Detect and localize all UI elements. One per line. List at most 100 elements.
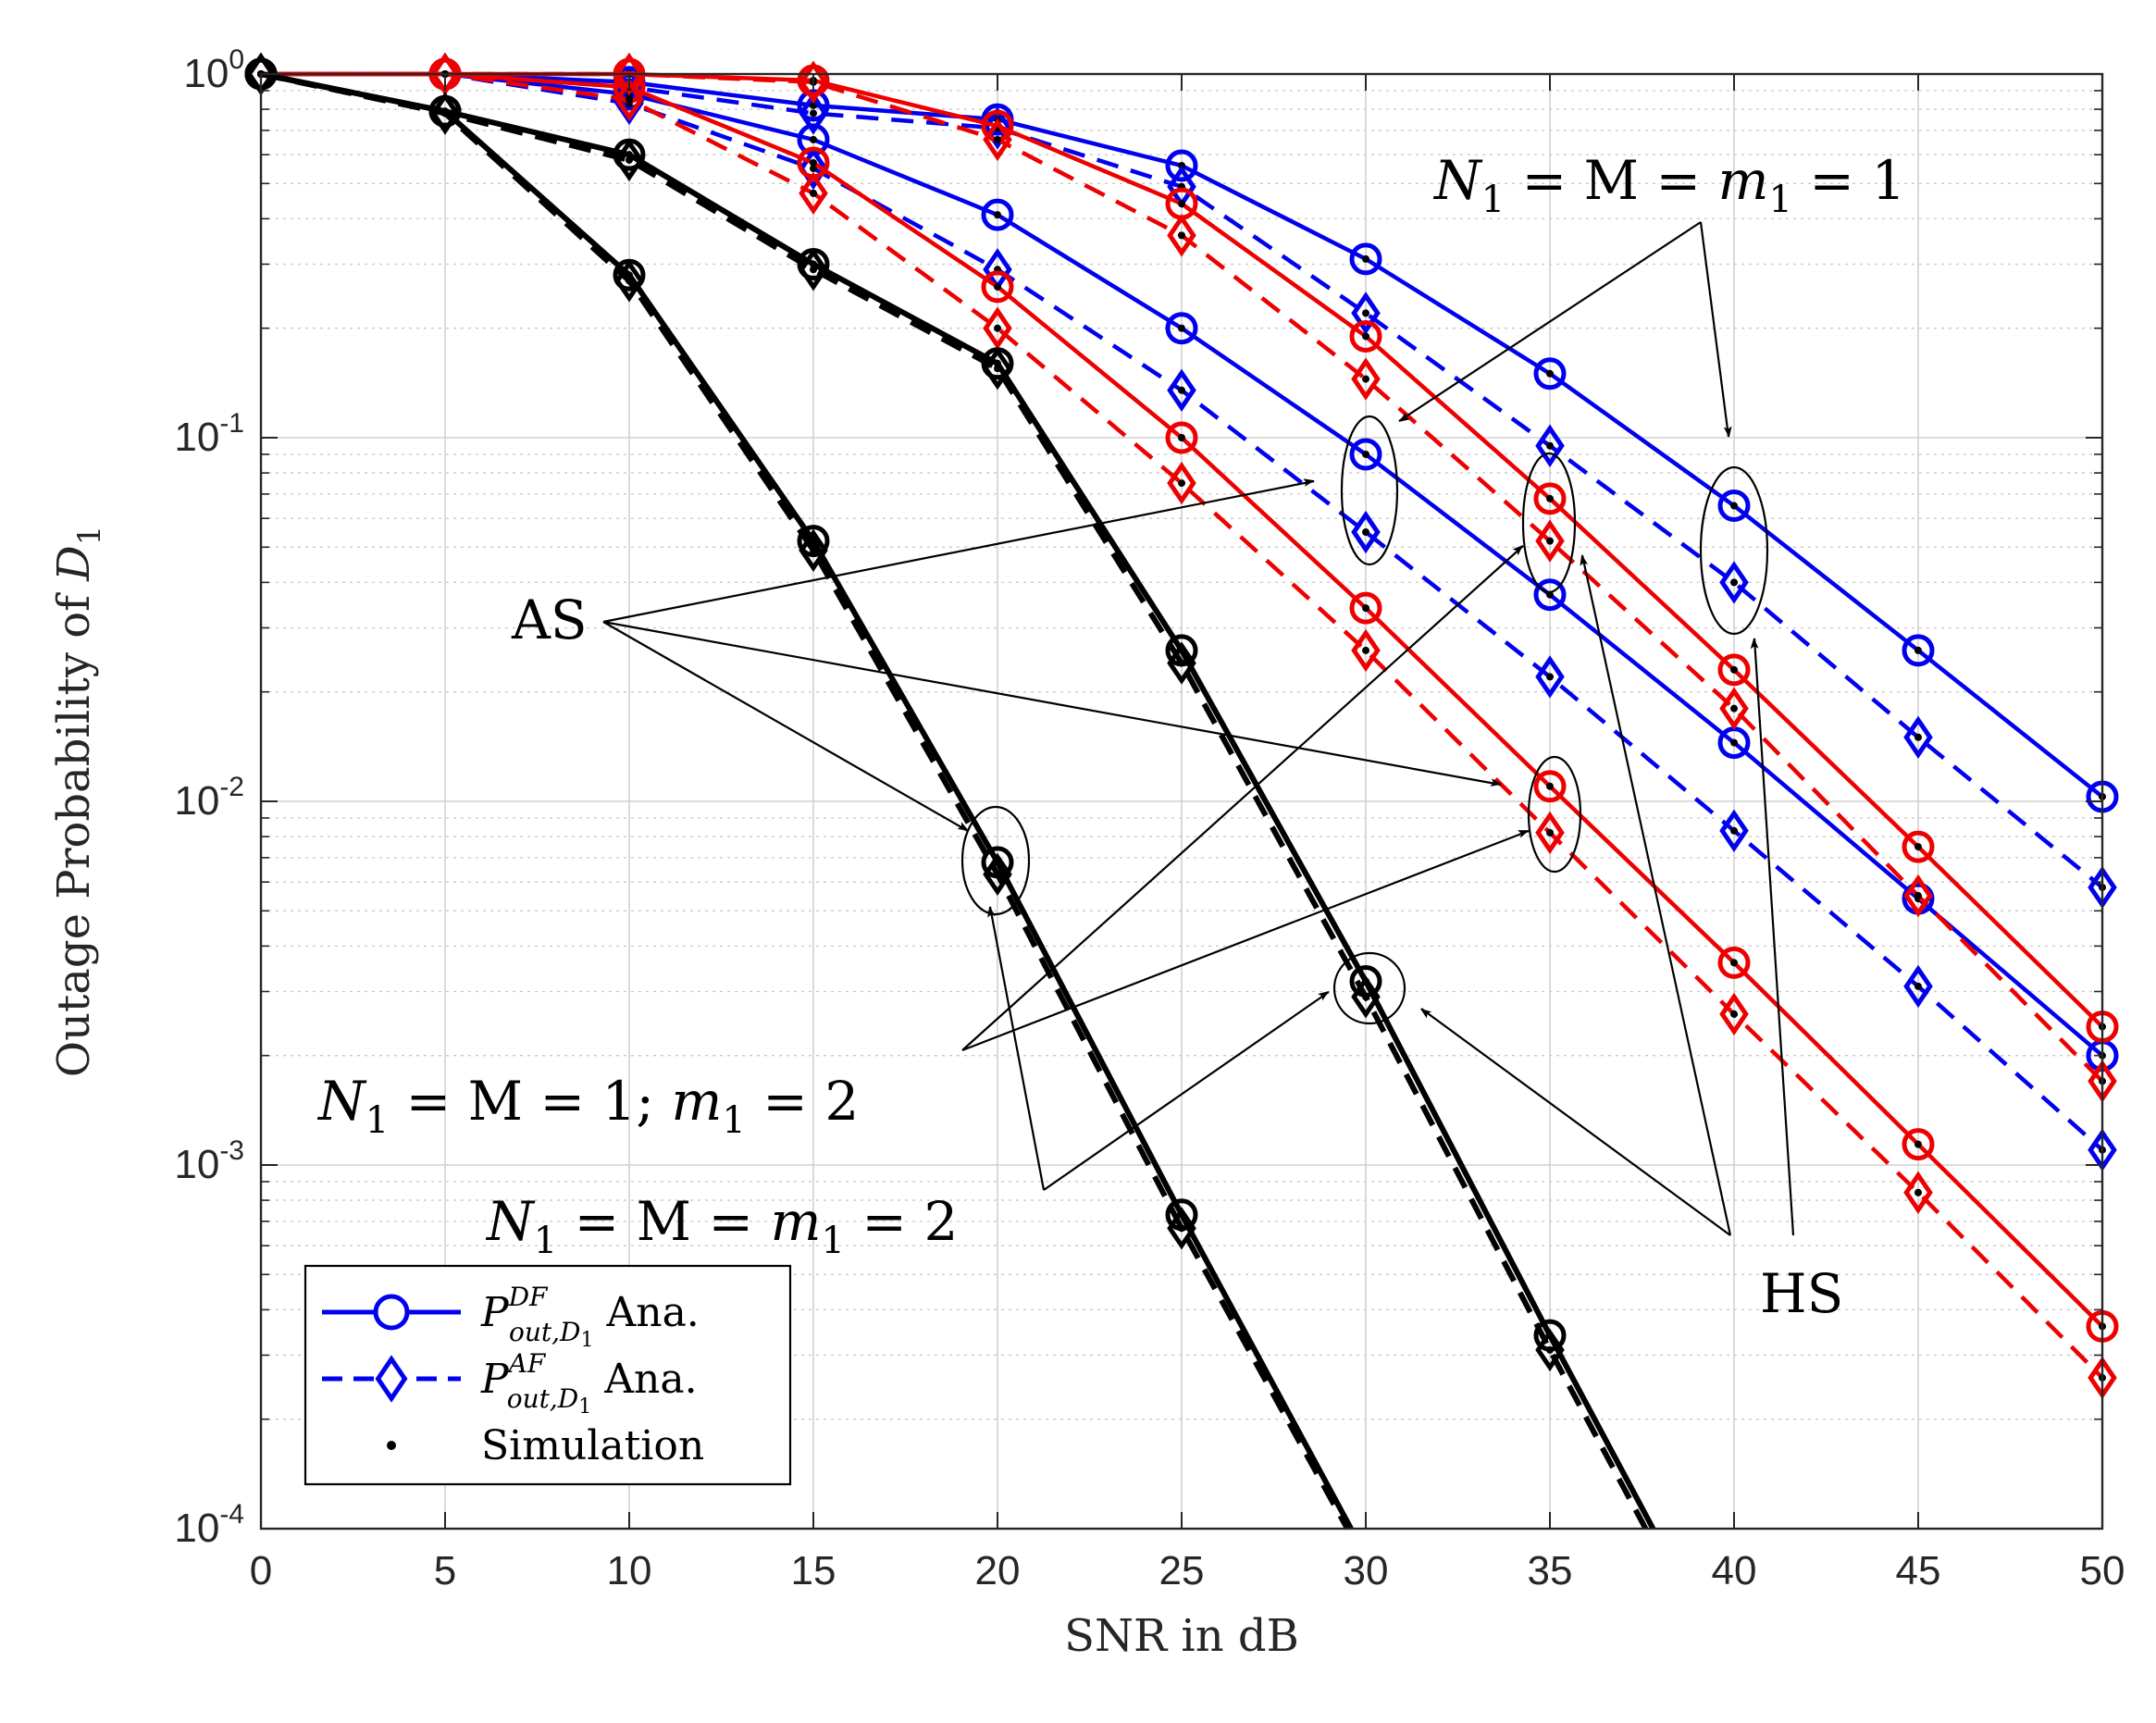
- simulation-point: [626, 95, 633, 104]
- axes-layer: 0 5 10 15 20 25 30 35 40 45 50 100 10-1 10-2 10-3 10-4 S…: [48, 44, 2125, 1662]
- x-tick-label: 20: [975, 1548, 1021, 1593]
- data-point-diamond: [1719, 561, 1749, 604]
- data-point-circle: [1165, 421, 1198, 454]
- simulation-point: [626, 155, 633, 164]
- simulation-point: [994, 282, 1001, 291]
- hs-ellipse-red: [1527, 755, 1582, 874]
- simulation-point: [810, 546, 817, 554]
- n1-m1-2-arrow-top: [961, 544, 1524, 1051]
- data-point-diamond: [799, 92, 828, 135]
- data-point-circle: [1165, 312, 1198, 345]
- data-point-diamond: [1535, 424, 1565, 467]
- simulation-point: [1546, 441, 1554, 450]
- simulation-point: [1362, 309, 1369, 317]
- data-point-circle: [1717, 653, 1751, 687]
- label-n1-all-1: N1 = M = m1 = 1: [1432, 149, 1905, 221]
- legend: PDF out,D1 Ana.PAF out,D1 Ana.Simulation: [304, 1264, 792, 1486]
- simulation-point: [1546, 494, 1554, 502]
- x-tick-label: 45: [1896, 1548, 1941, 1593]
- data-point-diamond: [1535, 1328, 1565, 1372]
- data-point-diamond: [1351, 628, 1381, 673]
- simulation-point: [1730, 959, 1738, 967]
- simulation-point: [626, 277, 633, 285]
- as-ellipse-blue: [1340, 415, 1399, 566]
- simulation-point: [1362, 993, 1369, 1001]
- data-point-circle: [1349, 438, 1382, 471]
- data-point-diamond: [614, 52, 644, 96]
- legend-entry-0: PDF out,D1 Ana.: [322, 1282, 700, 1352]
- data-point-circle: [1349, 319, 1382, 353]
- simulation-point: [1362, 646, 1369, 654]
- data-point-diamond: [1351, 510, 1381, 554]
- y-tick-label: 100: [183, 44, 244, 96]
- simulation-point: [1914, 982, 1922, 990]
- simulation-point: [1362, 254, 1369, 263]
- data-point-circle: [981, 198, 1014, 231]
- simulation-point: [1178, 479, 1185, 488]
- data-point-circle: [1533, 578, 1567, 612]
- data-point-circle: [797, 525, 830, 558]
- series-2: [244, 57, 2119, 1072]
- data-point-diamond: [983, 118, 1012, 162]
- data-point-diamond: [1167, 641, 1196, 685]
- as-label: AS: [511, 589, 588, 651]
- data-point-circle: [1165, 149, 1198, 182]
- hs-arrow-red: [1580, 554, 1732, 1236]
- simulation-point: [1362, 332, 1369, 341]
- simulation-point: [810, 135, 817, 143]
- data-point-diamond: [614, 78, 644, 121]
- as-arrow-red: [602, 620, 1503, 787]
- simulation-point: [1730, 1010, 1738, 1018]
- simulation-point: [1730, 704, 1738, 713]
- simulation-point: [1914, 843, 1922, 851]
- simulation-point: [810, 260, 817, 268]
- data-point-diamond: [1351, 975, 1381, 1019]
- data-point-diamond: [1719, 687, 1749, 730]
- n1-2-arrow-left: [987, 906, 1046, 1191]
- data-point-circle: [1902, 830, 1935, 863]
- data-point-diamond: [614, 259, 644, 303]
- y-tick-label: 10-1: [174, 408, 244, 460]
- simulation-point: [994, 324, 1001, 332]
- data-point-circle: [1717, 490, 1751, 523]
- data-point-diamond: [1903, 964, 1933, 1009]
- x-axis-title: SNR in dB: [1064, 1610, 1299, 1662]
- simulation-point: [1362, 604, 1369, 613]
- legend-entry-1: PAF out,D1 Ana.: [322, 1348, 698, 1419]
- annotation-layer: AS HS N1 = M = m1 = 1 N1 = M = 1; m1 = 2 N1 …: [316, 149, 1905, 1325]
- data-point-diamond: [430, 92, 460, 135]
- label-n1-all-2: N1 = M = m1 = 2: [485, 1190, 958, 1262]
- y-axis-title: Outage Probability of D1: [48, 526, 108, 1078]
- simulation-point: [1178, 1224, 1185, 1233]
- series-11: [246, 52, 1350, 1531]
- simulation-point: [810, 266, 817, 274]
- data-point-circle: [1533, 482, 1567, 515]
- data-point-diamond: [1903, 1171, 1933, 1214]
- data-point-diamond: [1719, 992, 1749, 1036]
- legend-circle-marker: [373, 1294, 410, 1331]
- data-point-diamond: [799, 528, 828, 572]
- simulation-point: [1730, 665, 1738, 674]
- data-point-diamond: [1167, 214, 1196, 257]
- x-tick-label: 10: [607, 1548, 652, 1593]
- data-point-diamond: [799, 60, 828, 104]
- simulation-point: [1546, 537, 1554, 545]
- n1-1-arrow-left: [1398, 221, 1702, 423]
- simulation-point: [1362, 375, 1369, 383]
- x-tick-label: 30: [1344, 1548, 1389, 1593]
- simulation-point: [1730, 578, 1738, 587]
- data-point-diamond: [1719, 809, 1749, 852]
- x-tick-label: 5: [434, 1548, 456, 1593]
- simulation-point: [1178, 386, 1185, 394]
- x-tick-label: 50: [2080, 1548, 2125, 1593]
- legend-label: PAF out,D1 Ana.: [480, 1348, 698, 1419]
- legend-label: Simulation: [481, 1422, 704, 1469]
- simulation-point: [1178, 231, 1185, 240]
- simulation-point: [1546, 1345, 1554, 1354]
- data-point-diamond: [1535, 519, 1565, 563]
- data-point-circle: [1902, 634, 1935, 667]
- simulation-point: [1178, 659, 1185, 667]
- simulation-point: [994, 365, 1001, 373]
- hs-ellipse-blue: [1699, 465, 1769, 636]
- simulation-point: [626, 151, 633, 159]
